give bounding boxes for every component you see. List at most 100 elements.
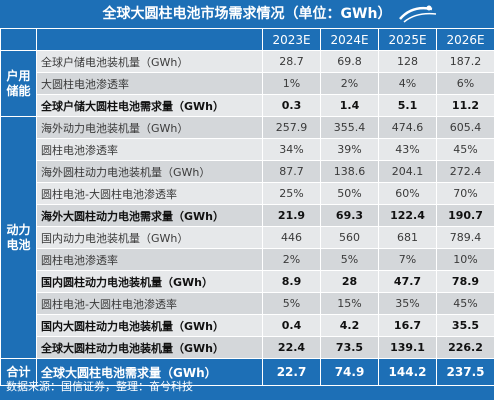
data-cell: 7% [378,248,437,271]
data-cell: 21.9 [262,204,321,227]
demand-table: 2023E 2024E 2025E 2026E 户用储能 全球户储电池装机量（GWh） 28… [0,28,494,386]
data-cell: 25% [262,182,321,205]
data-cell: 50% [320,182,379,205]
row-label: 全球大圆柱动力电池装机量（GWh） [36,336,263,359]
data-cell: 257.9 [262,116,321,139]
column-header: 2024E [320,28,379,51]
table-row: 海外圆柱动力电池装机量（GWh） 87.7 138.6 204.1 272.4 [1,160,494,183]
row-label: 海外圆柱动力电池装机量（GWh） [36,160,263,183]
data-cell: 78.9 [436,270,494,293]
data-cell: 10% [436,248,494,271]
table-row: 大圆柱电池渗透率 1% 2% 4% 6% [1,72,494,95]
table-row: 全球大圆柱动力电池装机量（GWh） 22.4 73.5 139.1 226.2 [1,336,494,359]
data-cell: 226.2 [436,336,494,359]
data-cell: 5.1 [378,94,437,117]
table-row: 圆柱电池渗透率 34% 39% 43% 45% [1,138,494,161]
data-cell: 2% [262,248,321,271]
data-cell: 69.8 [320,50,379,73]
data-cell: 28 [320,270,379,293]
row-label: 海外大圆柱动力电池需求量（GWh） [36,204,263,227]
data-cell: 446 [262,226,321,249]
data-cell: 5% [320,248,379,271]
data-cell: 0.3 [262,94,321,117]
total-data-cell: 237.5 [436,358,494,386]
data-cell: 22.4 [262,336,321,359]
data-cell: 35.5 [436,314,494,337]
data-cell: 2% [320,72,379,95]
row-label: 圆柱电池-大圆柱电池渗透率 [36,292,263,315]
data-cell: 0.4 [262,314,321,337]
data-cell: 16.7 [378,314,437,337]
data-cell: 39% [320,138,379,161]
header-label-cell [36,28,263,51]
data-cell: 190.7 [436,204,494,227]
data-cell: 43% [378,138,437,161]
data-cell: 128 [378,50,437,73]
total-row: 合计 全球大圆柱电池需求量（GWh） 22.7 74.9 144.2 237.5 [0,358,494,386]
data-cell: 789.4 [436,226,494,249]
data-cell: 681 [378,226,437,249]
data-cell: 138.6 [320,160,379,183]
table-row: 户用储能 全球户储电池装机量（GWh） 28.7 69.8 128 187.2 [0,50,494,117]
data-cell: 122.4 [378,204,437,227]
total-data-cell: 74.9 [320,358,379,386]
total-row-label: 全球大圆柱电池需求量（GWh） [36,358,263,386]
data-cell: 139.1 [378,336,437,359]
header-category-cell [0,28,37,51]
data-cell: 15% [320,292,379,315]
row-label: 海外动力电池装机量（GWh） [36,116,263,139]
row-label: 圆柱电池渗透率 [36,138,263,161]
data-cell: 28.7 [262,50,321,73]
table-row: 圆柱电池渗透率 2% 5% 7% 10% [1,248,494,271]
table-row: 全球户储大圆柱电池需求量（GWh） 0.3 1.4 5.1 11.2 [1,94,494,117]
data-cell: 560 [320,226,379,249]
data-cell: 73.5 [320,336,379,359]
data-cell: 355.4 [320,116,379,139]
data-cell: 69.3 [320,204,379,227]
row-group-label: 户用储能 [0,50,37,117]
data-cell: 70% [436,182,494,205]
table-row: 海外大圆柱动力电池需求量（GWh） 21.9 69.3 122.4 190.7 [1,204,494,227]
data-cell: 45% [436,138,494,161]
data-cell: 34% [262,138,321,161]
data-cell: 60% [378,182,437,205]
column-header: 2023E [262,28,321,51]
data-cell: 1% [262,72,321,95]
row-label: 大圆柱电池渗透率 [36,72,263,95]
data-cell: 204.1 [378,160,437,183]
table-row: 国内大圆柱动力电池装机量（GWh） 0.4 4.2 16.7 35.5 [1,314,494,337]
table-row: 圆柱电池-大圆柱电池渗透率 5% 15% 35% 45% [1,292,494,315]
row-label: 圆柱电池渗透率 [36,248,263,271]
chart-title: 全球大圆柱电池市场需求情况（单位：GWh） [102,6,392,22]
data-cell: 8.9 [262,270,321,293]
column-header: 2026E [436,28,494,51]
table-row: 动力电池 海外动力电池装机量（GWh） 257.9 355.4 474.6 605.4 [0,116,494,359]
data-cell: 4% [378,72,437,95]
row-label: 圆柱电池-大圆柱电池渗透率 [36,182,263,205]
data-cell: 272.4 [436,160,494,183]
source-note: 数据来源：国信证券，整理：奋兮科技 [6,380,193,393]
data-cell: 45% [436,292,494,315]
table-row: 国内动力电池装机量（GWh） 446 560 681 789.4 [1,226,494,249]
data-cell: 187.2 [436,50,494,73]
data-cell: 4.2 [320,314,379,337]
data-cell: 474.6 [378,116,437,139]
row-label: 国内大圆柱动力电池装机量（GWh） [36,314,263,337]
row-label: 全球户储电池装机量（GWh） [36,50,263,73]
data-cell: 5% [262,292,321,315]
data-cell: 35% [378,292,437,315]
data-cell: 6% [436,72,494,95]
data-cell: 605.4 [436,116,494,139]
data-cell: 87.7 [262,160,321,183]
column-header: 2025E [378,28,437,51]
brand-logo-icon [399,5,437,23]
data-cell: 1.4 [320,94,379,117]
data-cell: 11.2 [436,94,494,117]
total-data-cell: 22.7 [262,358,321,386]
header-row: 2023E 2024E 2025E 2026E [0,28,494,51]
table-row: 圆柱电池-大圆柱电池渗透率 25% 50% 60% 70% [1,182,494,205]
row-label: 国内动力电池装机量（GWh） [36,226,263,249]
row-group-label: 动力电池 [0,116,37,359]
table-row: 国内圆柱动力电池装机量（GWh） 8.9 28 47.7 78.9 [1,270,494,293]
data-cell: 47.7 [378,270,437,293]
